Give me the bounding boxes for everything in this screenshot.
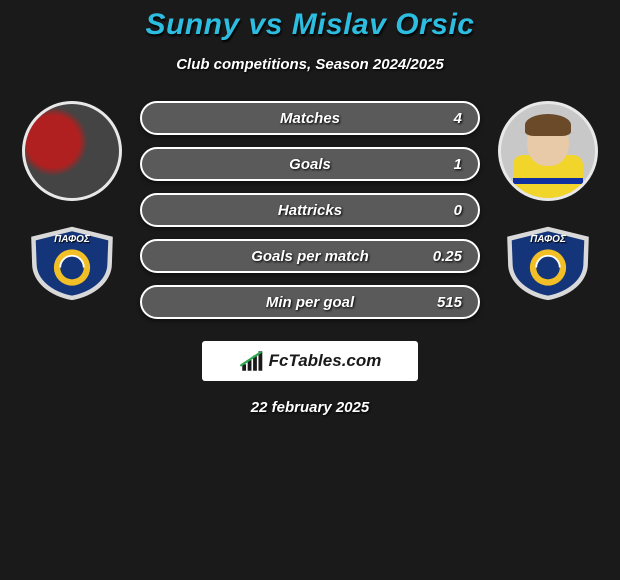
page-title: Sunny vs Mislav Orsic — [0, 8, 620, 42]
subtitle: Club competitions, Season 2024/2025 — [0, 56, 620, 73]
footer: FcTables.com 22 february 2025 — [0, 341, 620, 416]
content-row: ΠΑΦΟΣ Matches 4 Goals 1 Hattricks 0 Goal… — [0, 101, 620, 319]
badge-text-left: ΠΑΦΟΣ — [26, 234, 118, 245]
stat-row: Hattricks 0 — [140, 193, 480, 227]
stat-value: 0.25 — [433, 248, 462, 265]
stat-label: Hattricks — [278, 202, 342, 219]
club-badge-left: ΠΑΦΟΣ — [22, 223, 122, 303]
club-badge-right: ΠΑΦΟΣ — [498, 223, 598, 303]
badge-text-right: ΠΑΦΟΣ — [502, 234, 594, 245]
logo-text: FcTables.com — [269, 351, 382, 371]
comparison-card: Sunny vs Mislav Orsic Club competitions,… — [0, 0, 620, 416]
date-label: 22 february 2025 — [251, 399, 369, 416]
player-left-avatar — [22, 101, 122, 201]
stat-row: Matches 4 — [140, 101, 480, 135]
stat-label: Goals per match — [251, 248, 369, 265]
stat-value: 1 — [454, 156, 462, 173]
stat-label: Matches — [280, 110, 340, 127]
player-right-avatar — [498, 101, 598, 201]
stats-column: Matches 4 Goals 1 Hattricks 0 Goals per … — [140, 101, 480, 319]
stat-label: Min per goal — [266, 294, 354, 311]
stat-value: 515 — [437, 294, 462, 311]
site-logo[interactable]: FcTables.com — [202, 341, 418, 381]
right-column: ΠΑΦΟΣ — [498, 101, 598, 303]
stat-value: 4 — [454, 110, 462, 127]
stat-row: Goals per match 0.25 — [140, 239, 480, 273]
stat-row: Goals 1 — [140, 147, 480, 181]
stat-label: Goals — [289, 156, 331, 173]
stat-value: 0 — [454, 202, 462, 219]
bars-icon — [239, 350, 265, 372]
stat-row: Min per goal 515 — [140, 285, 480, 319]
left-column: ΠΑΦΟΣ — [22, 101, 122, 303]
